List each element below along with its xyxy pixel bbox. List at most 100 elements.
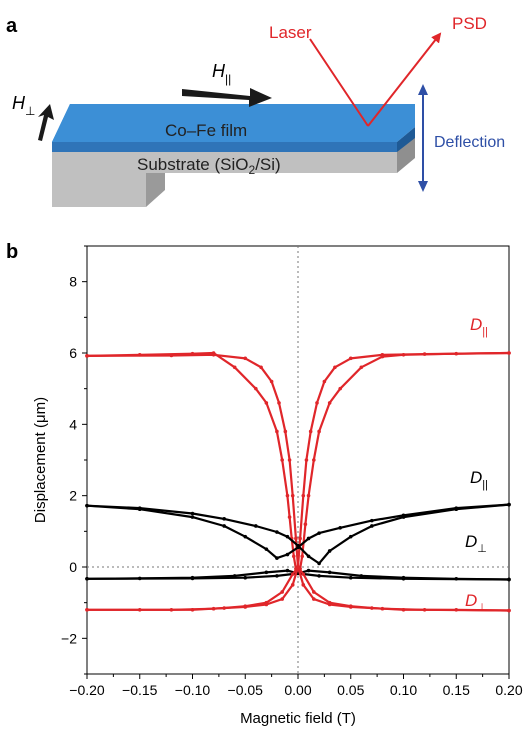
data-point	[507, 608, 511, 613]
data-point	[454, 608, 459, 612]
data-point	[275, 429, 279, 434]
data-point	[306, 568, 311, 573]
data-point	[348, 356, 353, 361]
data-point	[296, 565, 300, 569]
laser-beam	[309, 32, 442, 127]
data-point	[190, 576, 195, 581]
series-2	[85, 568, 511, 582]
data-point	[277, 401, 281, 405]
panel-a: a Co–Fe film Substrate (SiO2/Si) H|| H⊥	[6, 14, 505, 207]
series-label-2: D⊥	[465, 532, 487, 555]
h-perp-arrow	[38, 104, 54, 141]
data-point	[85, 608, 89, 612]
data-point	[338, 386, 343, 391]
data-point	[190, 511, 195, 516]
data-point	[280, 590, 284, 594]
y-tick-label: 8	[69, 274, 77, 290]
data-point	[264, 401, 269, 405]
data-point	[280, 458, 284, 462]
data-point	[285, 493, 290, 498]
series-1-branch-down	[86, 503, 510, 565]
series-1-branch-up	[86, 503, 510, 560]
data-point	[370, 524, 374, 528]
data-point	[359, 365, 364, 370]
data-point	[222, 517, 226, 521]
substrate-label: Substrate (SiO2/Si)	[137, 155, 281, 177]
data-point	[315, 401, 319, 405]
data-point	[269, 379, 274, 384]
data-point	[301, 583, 306, 587]
data-point	[312, 597, 316, 601]
data-point	[298, 536, 302, 541]
series-labels: D|| D|| D⊥ D⊥	[465, 315, 488, 614]
data-point	[308, 429, 313, 434]
data-point	[338, 525, 343, 530]
data-point	[454, 507, 459, 512]
h-parallel-arrow	[182, 88, 272, 107]
co-fe-film	[52, 104, 415, 152]
x-tick-label: −0.10	[175, 682, 211, 698]
data-point	[85, 354, 89, 358]
data-point	[317, 531, 321, 535]
series-3-branch-down	[87, 565, 510, 612]
data-point	[401, 352, 406, 357]
data-point	[290, 572, 295, 576]
data-point	[317, 561, 321, 566]
data-point	[301, 572, 306, 576]
deflection-arrow	[418, 84, 428, 192]
data-point	[306, 493, 311, 498]
x-tick-label: 0.20	[495, 682, 522, 698]
data-point	[254, 524, 258, 528]
data-point	[275, 530, 279, 534]
data-point	[370, 518, 374, 523]
film-label: Co–Fe film	[165, 121, 247, 140]
h-parallel-label: H||	[212, 61, 231, 86]
x-tick-label: 0.15	[443, 682, 470, 698]
series-1	[85, 502, 511, 566]
data-point	[401, 515, 406, 519]
data-point	[327, 600, 332, 605]
series-label-0: D||	[470, 315, 488, 338]
data-point	[287, 515, 292, 519]
data-point	[211, 606, 216, 611]
series-label-1: D||	[470, 468, 488, 491]
data-point	[232, 365, 237, 370]
data-point	[222, 524, 226, 528]
data-point	[275, 574, 279, 578]
panel-b: b −0.20 −0.15 −0.10 −0.05 0.00 0.05 0.10 0.15 0.…	[6, 241, 523, 727]
data-point	[254, 386, 258, 391]
data-point	[370, 606, 374, 610]
data-point	[190, 515, 195, 519]
y-tick-label: 0	[69, 559, 77, 575]
data-point	[290, 493, 295, 498]
data-point	[306, 554, 311, 559]
data-point	[275, 556, 279, 560]
data-point	[285, 568, 290, 573]
data-point	[300, 554, 305, 559]
data-point	[312, 458, 316, 462]
data-point	[454, 576, 459, 581]
data-point	[243, 356, 248, 361]
data-point	[380, 354, 385, 359]
x-tick-label: 0.05	[337, 682, 364, 698]
data-point	[333, 365, 337, 370]
y-axis-label: Displacement (μm)	[32, 397, 49, 523]
data-point	[243, 605, 248, 609]
data-point	[85, 503, 89, 508]
film-side	[397, 127, 415, 152]
y-tick-label: 6	[69, 345, 77, 361]
x-axis-label: Magnetic field (T)	[240, 710, 356, 727]
data-point	[285, 552, 290, 557]
x-tick-label: 0.00	[284, 682, 311, 698]
data-point	[401, 608, 406, 612]
h-perp-label: H⊥	[12, 93, 35, 118]
data-point	[243, 575, 248, 580]
data-point	[294, 536, 298, 541]
x-tick-label: −0.05	[228, 682, 264, 698]
data-point	[211, 352, 216, 357]
deflection-label: Deflection	[434, 134, 505, 151]
data-point	[264, 602, 269, 607]
substrate-step	[146, 173, 165, 207]
data-point	[169, 608, 174, 612]
data-point	[507, 577, 511, 582]
